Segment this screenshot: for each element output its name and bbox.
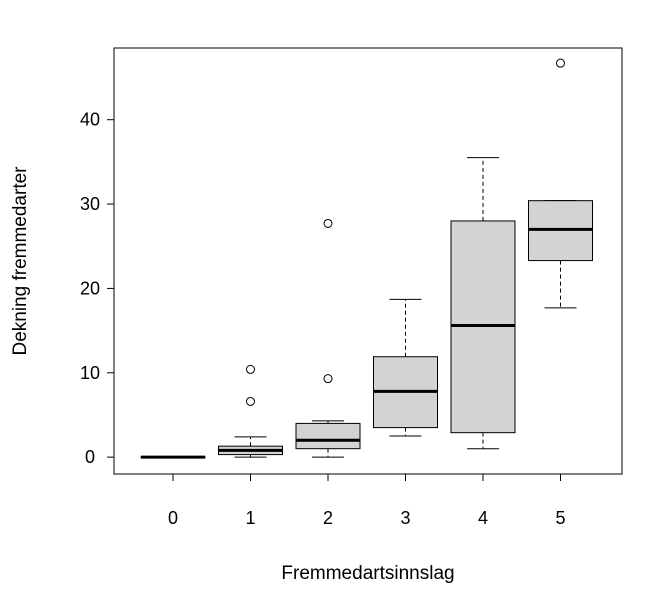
y-tick-label: 0 (85, 447, 95, 467)
y-axis: 0 10 20 30 40 (80, 110, 115, 467)
box-group-4 (450, 157, 516, 450)
box-group-5 (528, 58, 593, 309)
x-axis: 0 1 2 3 4 5 (168, 473, 566, 528)
box-group-1 (218, 364, 283, 458)
outlier-point (246, 396, 255, 406)
x-axis-label: Fremmedartsinnslag (281, 563, 454, 584)
x-tick-label: 4 (478, 508, 488, 528)
x-tick-label: 5 (555, 508, 565, 528)
outlier-point (323, 218, 333, 228)
x-tick-label: 0 (168, 508, 178, 528)
y-tick-label: 10 (80, 363, 100, 383)
box-group-0 (140, 455, 206, 459)
box-group-2 (295, 218, 361, 458)
y-tick-label: 40 (80, 110, 100, 130)
box-group-3 (373, 298, 438, 437)
x-tick-label: 1 (245, 508, 255, 528)
x-tick-label: 2 (323, 508, 333, 528)
x-tick-label: 3 (400, 508, 410, 528)
y-axis-label: Dekning fremmedarter (10, 166, 31, 356)
y-tick-label: 20 (80, 278, 100, 298)
box (295, 422, 361, 450)
outlier-point (246, 364, 255, 374)
boxes-layer (140, 58, 593, 459)
outlier-point (323, 374, 333, 384)
y-tick-label: 30 (80, 194, 100, 214)
outlier-point (556, 58, 565, 68)
